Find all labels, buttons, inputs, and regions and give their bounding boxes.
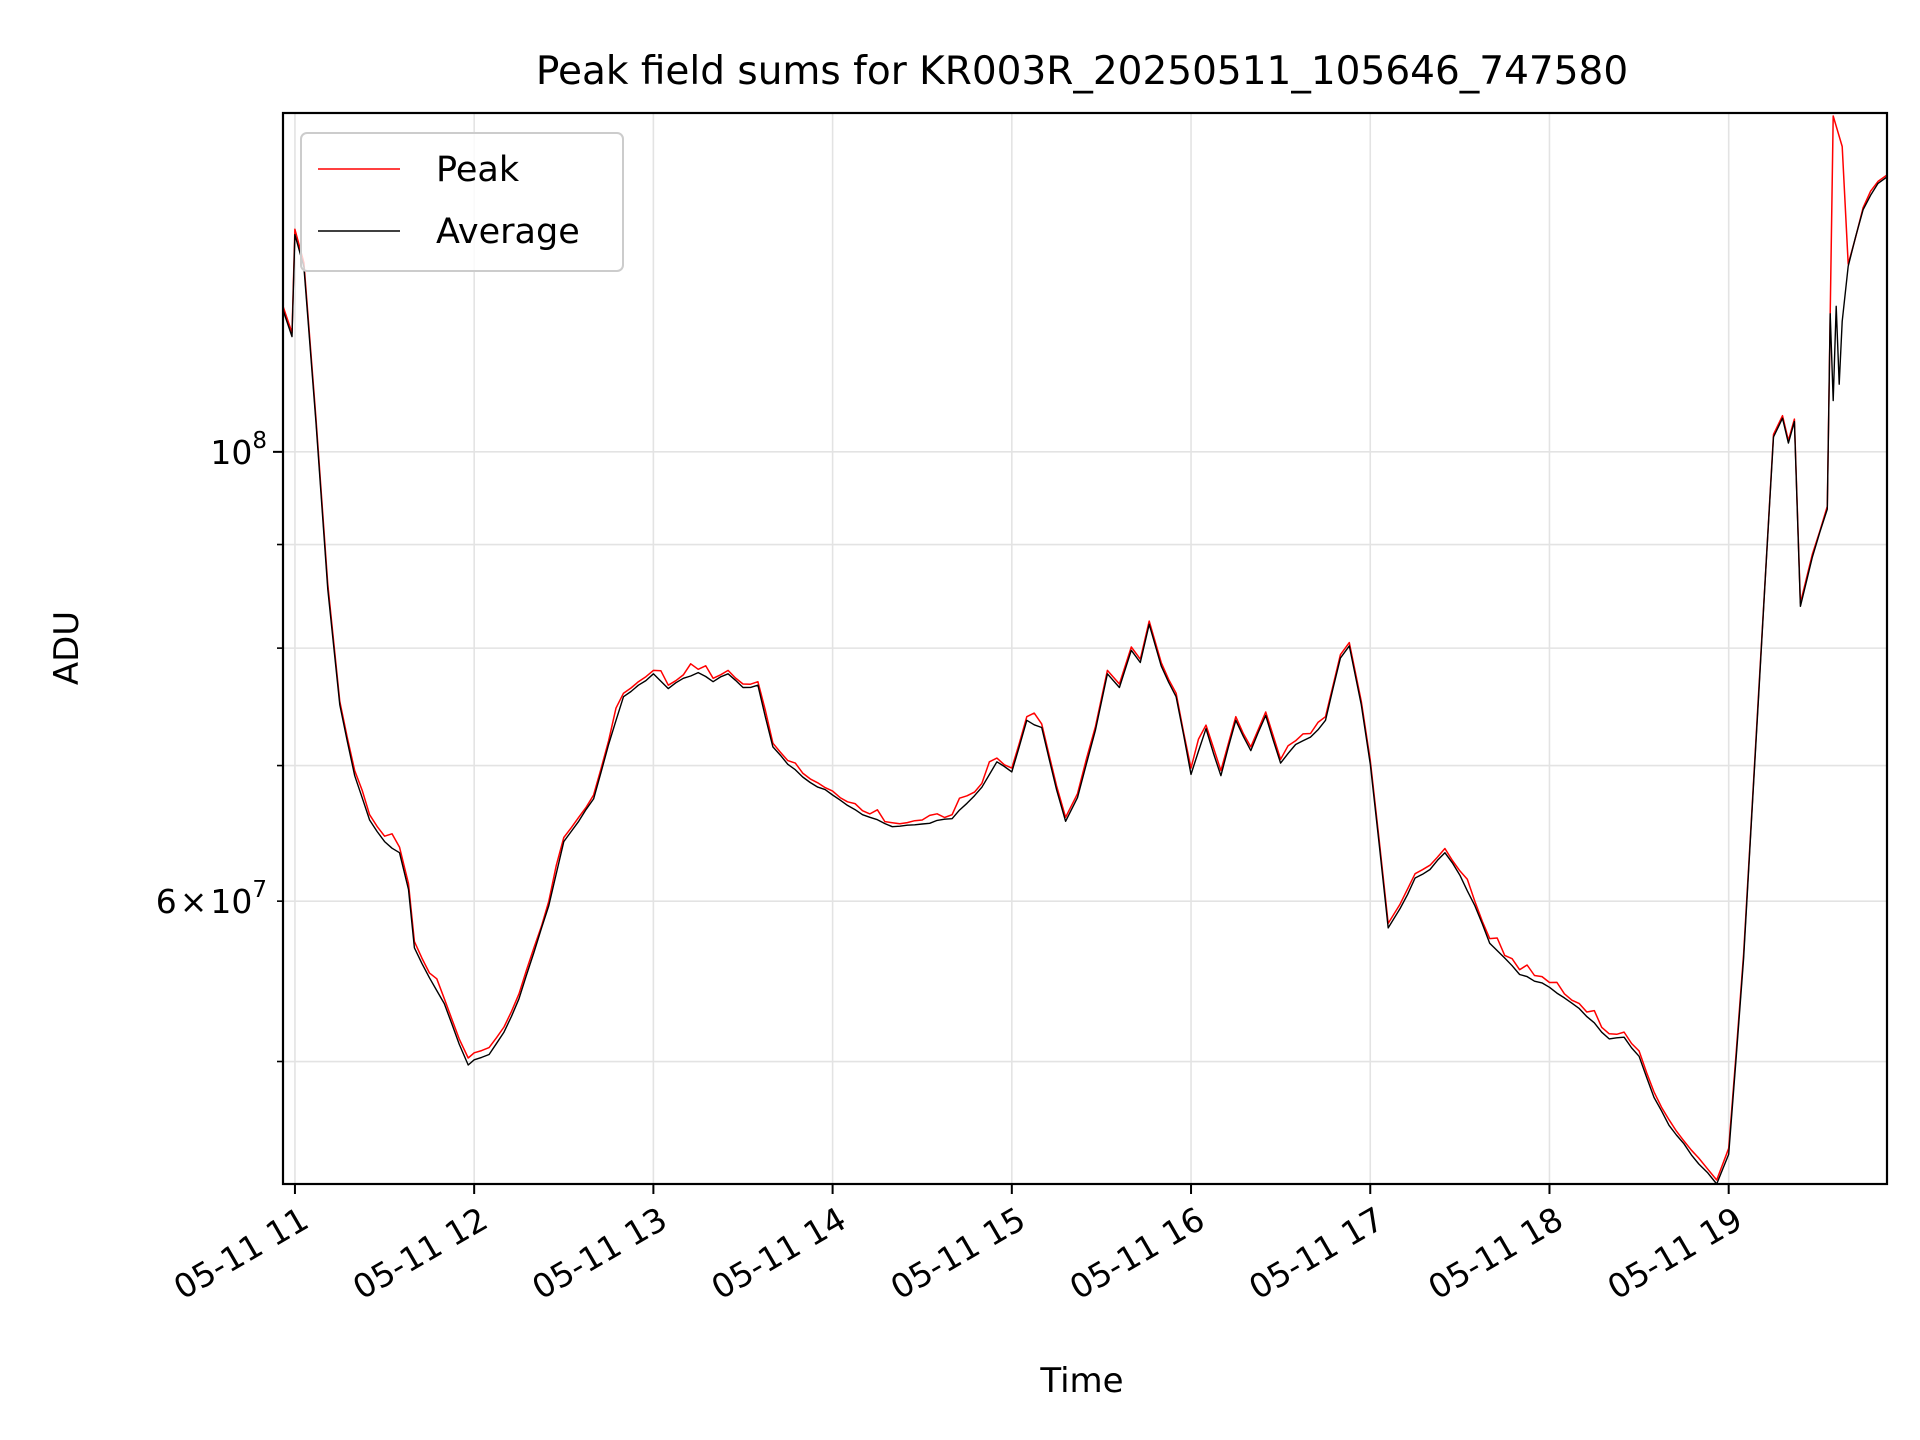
chart-title: Peak field sums for KR003R_20250511_1056… (536, 49, 1628, 94)
grid (283, 113, 1887, 1184)
y-tick-label: 6×107 (156, 877, 267, 921)
y-axis-ticks: 108 6×107 (156, 428, 283, 1063)
legend-label-average: Average (436, 212, 580, 252)
legend: Peak Average (300, 132, 624, 272)
series-line-peak (282, 115, 1888, 1181)
series-line-average (282, 176, 1888, 1185)
x-axis-label: Time (1039, 1361, 1123, 1401)
legend-label-peak: Peak (436, 150, 520, 190)
series-lines (282, 115, 1888, 1185)
y-axis-label: ADU (47, 611, 87, 685)
y-tick-label: 108 (210, 428, 267, 472)
legend-box (300, 132, 624, 272)
